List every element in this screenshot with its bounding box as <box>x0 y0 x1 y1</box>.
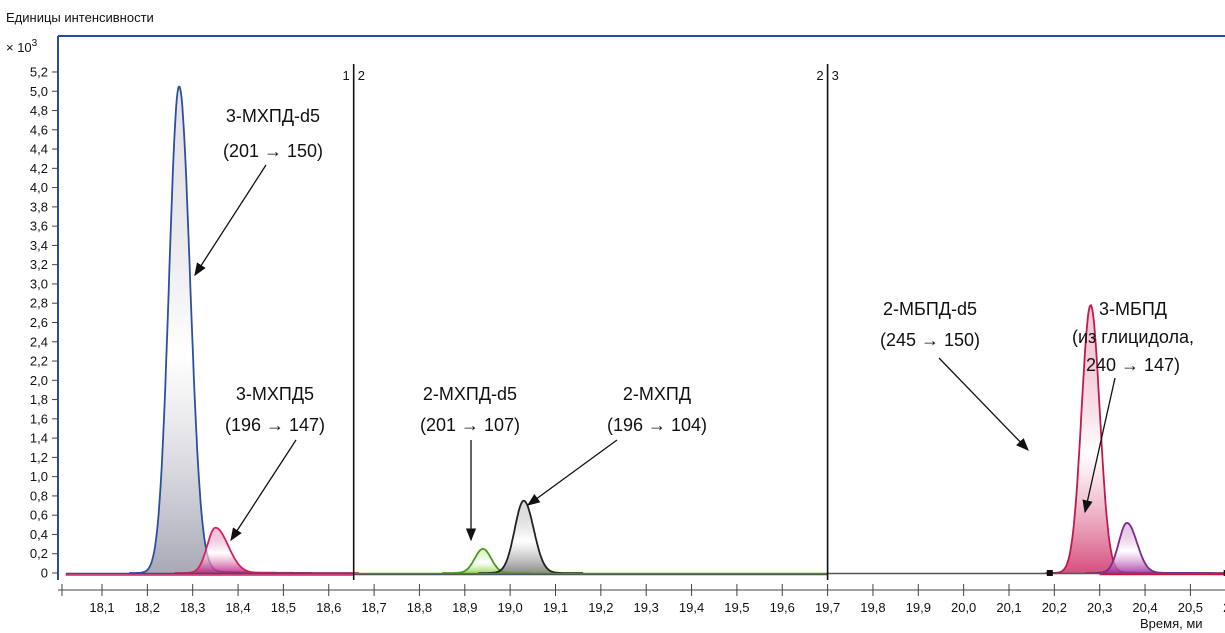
arrow-2mbpd-d5 <box>938 357 1029 451</box>
y-tick-label: 5,2 <box>30 64 48 79</box>
annotation-line: 2-МХПД <box>623 384 691 404</box>
y-tick-label: 2,6 <box>30 315 48 330</box>
y-tick-label: 2,0 <box>30 373 48 388</box>
x-tick-label: 19,9 <box>906 600 931 615</box>
annotation-line: (196 → 104) <box>607 415 707 435</box>
arrow-3mxpd5 <box>230 439 297 542</box>
y-tick-label: 3,6 <box>30 219 48 234</box>
annotation-line: (245 → 150) <box>880 330 980 350</box>
y-tick-label: 0 <box>41 566 48 581</box>
y-tick-label: 4,6 <box>30 122 48 137</box>
peak-fill <box>478 500 584 573</box>
y-tick-label: 3,2 <box>30 257 48 272</box>
y-axis: 0 0,2 0,4 0,6 0,8 1,0 1,2 1,4 1,6 1,8 2,0 2,2 2,4 2,6… <box>30 64 58 581</box>
annotation-line: (201 → 107) <box>420 415 520 435</box>
x-tick-label: 18,1 <box>89 600 114 615</box>
x-tick-label: 20,3 <box>1087 600 1112 615</box>
y-tick-label: 3,0 <box>30 276 48 291</box>
y-tick-label: 2,2 <box>30 354 48 369</box>
x-tick-label: 19,7 <box>815 600 840 615</box>
y-tick-label: 1,4 <box>30 431 48 446</box>
x-tick-label: 19,8 <box>860 600 885 615</box>
annotation-line: (из глицидола, <box>1072 327 1194 347</box>
x-tick-label: 20,6 <box>1223 600 1225 615</box>
x-tick-label: 18,6 <box>316 600 341 615</box>
annotation-line: 3-МБПД <box>1099 299 1167 319</box>
peak-fill <box>129 86 313 573</box>
baselines-group <box>65 570 1225 576</box>
x-tick-label: 19,0 <box>497 600 522 615</box>
x-tick-label: 19,4 <box>679 600 704 615</box>
annotation-3mxpd-d5: 3-МХПД-d5 (201 → 150) <box>223 106 323 161</box>
annotation-3mbpd: 3-МБПД (из глицидола, 240 → 147) <box>1072 299 1194 375</box>
annotation-line: 3-МХПД-d5 <box>226 106 320 126</box>
annotation-arrows <box>194 164 1116 542</box>
x-tick-label: 19,6 <box>770 600 795 615</box>
segment-label-right: 2 <box>358 68 365 83</box>
baseline-marker <box>1223 570 1225 576</box>
annotation-line: 2-МБПД-d5 <box>883 299 977 319</box>
y-tick-label: 4,8 <box>30 103 48 118</box>
x-tick-label: 19,1 <box>543 600 568 615</box>
y-tick-label: 0,4 <box>30 527 48 542</box>
y-tick-label: 3,8 <box>30 199 48 214</box>
x-tick-label: 20,0 <box>951 600 976 615</box>
y-tick-label: 0,6 <box>30 508 48 523</box>
x-tick-label: 19,2 <box>588 600 613 615</box>
annotation-line: (196 → 147) <box>225 415 325 435</box>
segment-label-left: 2 <box>816 68 823 83</box>
y-tick-label: 4,0 <box>30 180 48 195</box>
y-tick-label: 2,8 <box>30 296 48 311</box>
x-tick-label: 18,5 <box>271 600 296 615</box>
y-multiplier-exp: 3 <box>32 38 38 49</box>
x-tick-label: 18,4 <box>225 600 250 615</box>
y-tick-label: 1,8 <box>30 392 48 407</box>
y-tick-label: 2,4 <box>30 334 48 349</box>
x-axis-label: Время, ми <box>1140 616 1203 631</box>
x-tick-label: 20,2 <box>1042 600 1067 615</box>
x-tick-label: 18,7 <box>361 600 386 615</box>
peak-fill <box>174 527 359 573</box>
annotation-line: 2-МХПД-d5 <box>423 384 517 404</box>
annotation-3mxpd5: 3-МХПД5 (196 → 147) <box>225 384 325 435</box>
x-tick-label: 18,3 <box>180 600 205 615</box>
annotation-2mxpd-d5: 2-МХПД-d5 (201 → 107) <box>420 384 520 435</box>
x-tick-label: 18,9 <box>452 600 477 615</box>
segment-label-left: 1 <box>342 68 349 83</box>
x-axis: 18,1 18,2 18,3 18,4 18,5 18,6 18,7 18,8 18,9 19,0… <box>58 584 1225 615</box>
y-tick-label: 1,2 <box>30 450 48 465</box>
annotation-2mxpd: 2-МХПД (196 → 104) <box>607 384 707 435</box>
x-tick-label: 19,3 <box>634 600 659 615</box>
y-axis-label: Единицы интенсивности <box>6 10 154 25</box>
x-tick-label: 19,5 <box>724 600 749 615</box>
y-tick-label: 4,4 <box>30 142 48 157</box>
x-tick-label: 18,8 <box>407 600 432 615</box>
x-tick-label: 20,1 <box>996 600 1021 615</box>
x-tick-label: 18,2 <box>135 600 160 615</box>
y-tick-label: 5,0 <box>30 84 48 99</box>
annotation-2mbpd-d5: 2-МБПД-d5 (245 → 150) <box>880 299 980 350</box>
arrow-3mbpd <box>1082 377 1116 514</box>
x-tick-label: 20,5 <box>1178 600 1203 615</box>
annotation-line: 240 → 147) <box>1086 355 1180 375</box>
segment-label-right: 3 <box>832 68 839 83</box>
y-multiplier: × 103 <box>6 38 38 55</box>
arrow-3mxpd-d5 <box>194 164 267 277</box>
arrow-2mxpd <box>526 439 618 506</box>
y-tick-label: 0,8 <box>30 488 48 503</box>
baseline-marker <box>1046 570 1053 576</box>
y-tick-label: 1,0 <box>30 469 48 484</box>
annotation-line: 3-МХПД5 <box>236 384 314 404</box>
y-tick-label: 0,2 <box>30 546 48 561</box>
peak-fill <box>442 548 532 573</box>
annotation-line: (201 → 150) <box>223 141 323 161</box>
y-tick-label: 3,4 <box>30 238 48 253</box>
y-tick-label: 1,6 <box>30 411 48 426</box>
y-tick-label: 4,2 <box>30 161 48 176</box>
x-tick-label: 20,4 <box>1132 600 1157 615</box>
